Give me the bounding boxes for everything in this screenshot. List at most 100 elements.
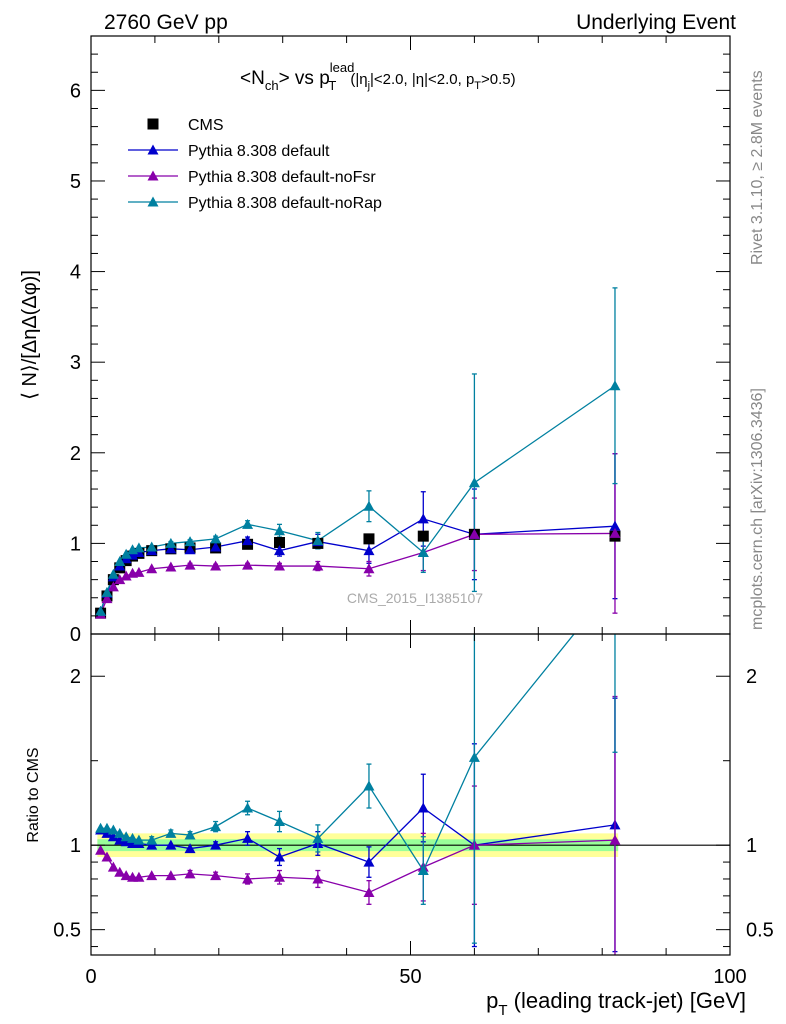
data-point [274, 525, 286, 536]
main-data-layer [95, 287, 621, 619]
ratio-point [184, 829, 196, 840]
data-point [184, 536, 196, 547]
ratio-y-tick-label-right: 2 [746, 666, 757, 688]
ratio-y-tick-label-right: 1 [746, 835, 757, 857]
cms-point [417, 530, 429, 542]
ratio-point [165, 870, 177, 881]
data-point [165, 543, 177, 554]
title-main-sub: ch [265, 78, 279, 93]
ratio-y-tick-label-left: 2 [70, 666, 81, 688]
ratio-series-2 [95, 633, 618, 944]
title-cond-b-sub: T [474, 80, 481, 92]
ratio-point [417, 802, 429, 813]
data-point [242, 559, 254, 570]
ratio-point [165, 827, 177, 838]
y-tick-label: 6 [70, 80, 81, 102]
ratio-point [363, 780, 375, 791]
ratio-point [114, 827, 126, 838]
data-point [363, 563, 375, 574]
data-point [363, 500, 375, 511]
data-point [468, 528, 480, 539]
cms-point [274, 536, 286, 548]
ratio-point [363, 856, 375, 867]
title-cond-a-sub: j [367, 80, 370, 92]
legend-marker [147, 170, 159, 181]
data-point [242, 535, 254, 546]
legend: CMS Pythia 8.308 default Pythia 8.308 defa… [128, 117, 382, 212]
ratio-point [114, 834, 126, 845]
ratio-y-tick-label-left: 0.5 [53, 920, 81, 942]
ratio-point [120, 870, 132, 881]
data-point [184, 559, 196, 570]
y-tick-label: 3 [70, 352, 81, 374]
series-markers-3 [95, 380, 621, 616]
ratio-point [146, 870, 158, 881]
ratio-y-tick-label-left: 1 [70, 835, 81, 857]
legend-label: Pythia 8.308 default [188, 143, 330, 160]
x-axis-label-rest: (leading track-jet) [GeV] [508, 988, 746, 1013]
ratio-point [363, 886, 375, 897]
ratio-point [127, 832, 139, 843]
ratio-point [165, 839, 177, 850]
ratio-point [210, 870, 222, 881]
legend-label: CMS [188, 117, 224, 134]
data-point [101, 586, 113, 597]
ratio-point [242, 873, 254, 884]
data-point [242, 518, 254, 529]
ratio-frame [90, 633, 731, 956]
data-point [133, 542, 145, 553]
ratio-point [274, 851, 286, 862]
data-point [165, 537, 177, 548]
data-point [114, 556, 126, 567]
main-y-axis-label: ⟨ N⟩/[ΔηΔ(Δφ)] [19, 270, 41, 400]
ratio-point [312, 873, 324, 884]
ratio-point [468, 751, 480, 762]
ratio-point [242, 832, 254, 843]
ratio-point [101, 822, 113, 833]
title-main: <N [240, 68, 265, 89]
ratio-point [107, 824, 119, 835]
data-point [417, 513, 429, 524]
ratio-y-axis-label: Ratio to CMS [25, 747, 42, 842]
ratio-point [107, 861, 119, 872]
ratio-point [95, 844, 107, 855]
data-point [210, 541, 222, 552]
ratio-point [114, 866, 126, 877]
title-cond-a: (|η [350, 71, 367, 88]
ratio-point [417, 865, 429, 876]
ratio-point [274, 816, 286, 827]
header-right: Underlying Event [576, 11, 736, 34]
ratio-point [146, 839, 158, 850]
ratio-point [133, 871, 145, 882]
data-point [274, 545, 286, 556]
legend-marker [147, 196, 159, 207]
data-point [184, 544, 196, 555]
data-point [417, 546, 429, 557]
ratio-panel: 0.5 0.5 1 1 2 2 0 50 100 Ratio to CMS pT (leadin… [25, 633, 774, 1019]
data-point [101, 593, 113, 604]
ratio-band-layer [91, 833, 730, 858]
y-tick-label: 5 [70, 171, 81, 193]
y-tick-label: 2 [70, 443, 81, 465]
mcplots-label: mcplots.cern.ch [arXiv:1306.3436] [749, 388, 766, 630]
data-point [363, 545, 375, 556]
data-point [146, 563, 158, 574]
title-cond-c: >0.5) [481, 71, 516, 88]
ratio-point [274, 871, 286, 882]
data-point [609, 520, 621, 531]
header-left: 2760 GeV pp [104, 11, 228, 34]
ratio-data-layer [95, 633, 621, 955]
y-tick-label: 4 [70, 262, 81, 284]
ratio-point [242, 802, 254, 813]
x-tick-label: 0 [85, 966, 96, 988]
title-cond-b: |<2.0, |η|<2.0, p [370, 71, 474, 88]
x-axis-label-main: p [486, 988, 498, 1013]
data-point [95, 605, 107, 616]
x-tick-label: 50 [399, 966, 421, 988]
data-point [107, 581, 119, 592]
ratio-point [120, 836, 132, 847]
ratio-point [210, 821, 222, 832]
ratio-point [210, 839, 222, 850]
title-p-sub: T [328, 78, 336, 93]
rivet-label: Rivet 3.1.10, ≥ 2.8M events [749, 70, 766, 265]
